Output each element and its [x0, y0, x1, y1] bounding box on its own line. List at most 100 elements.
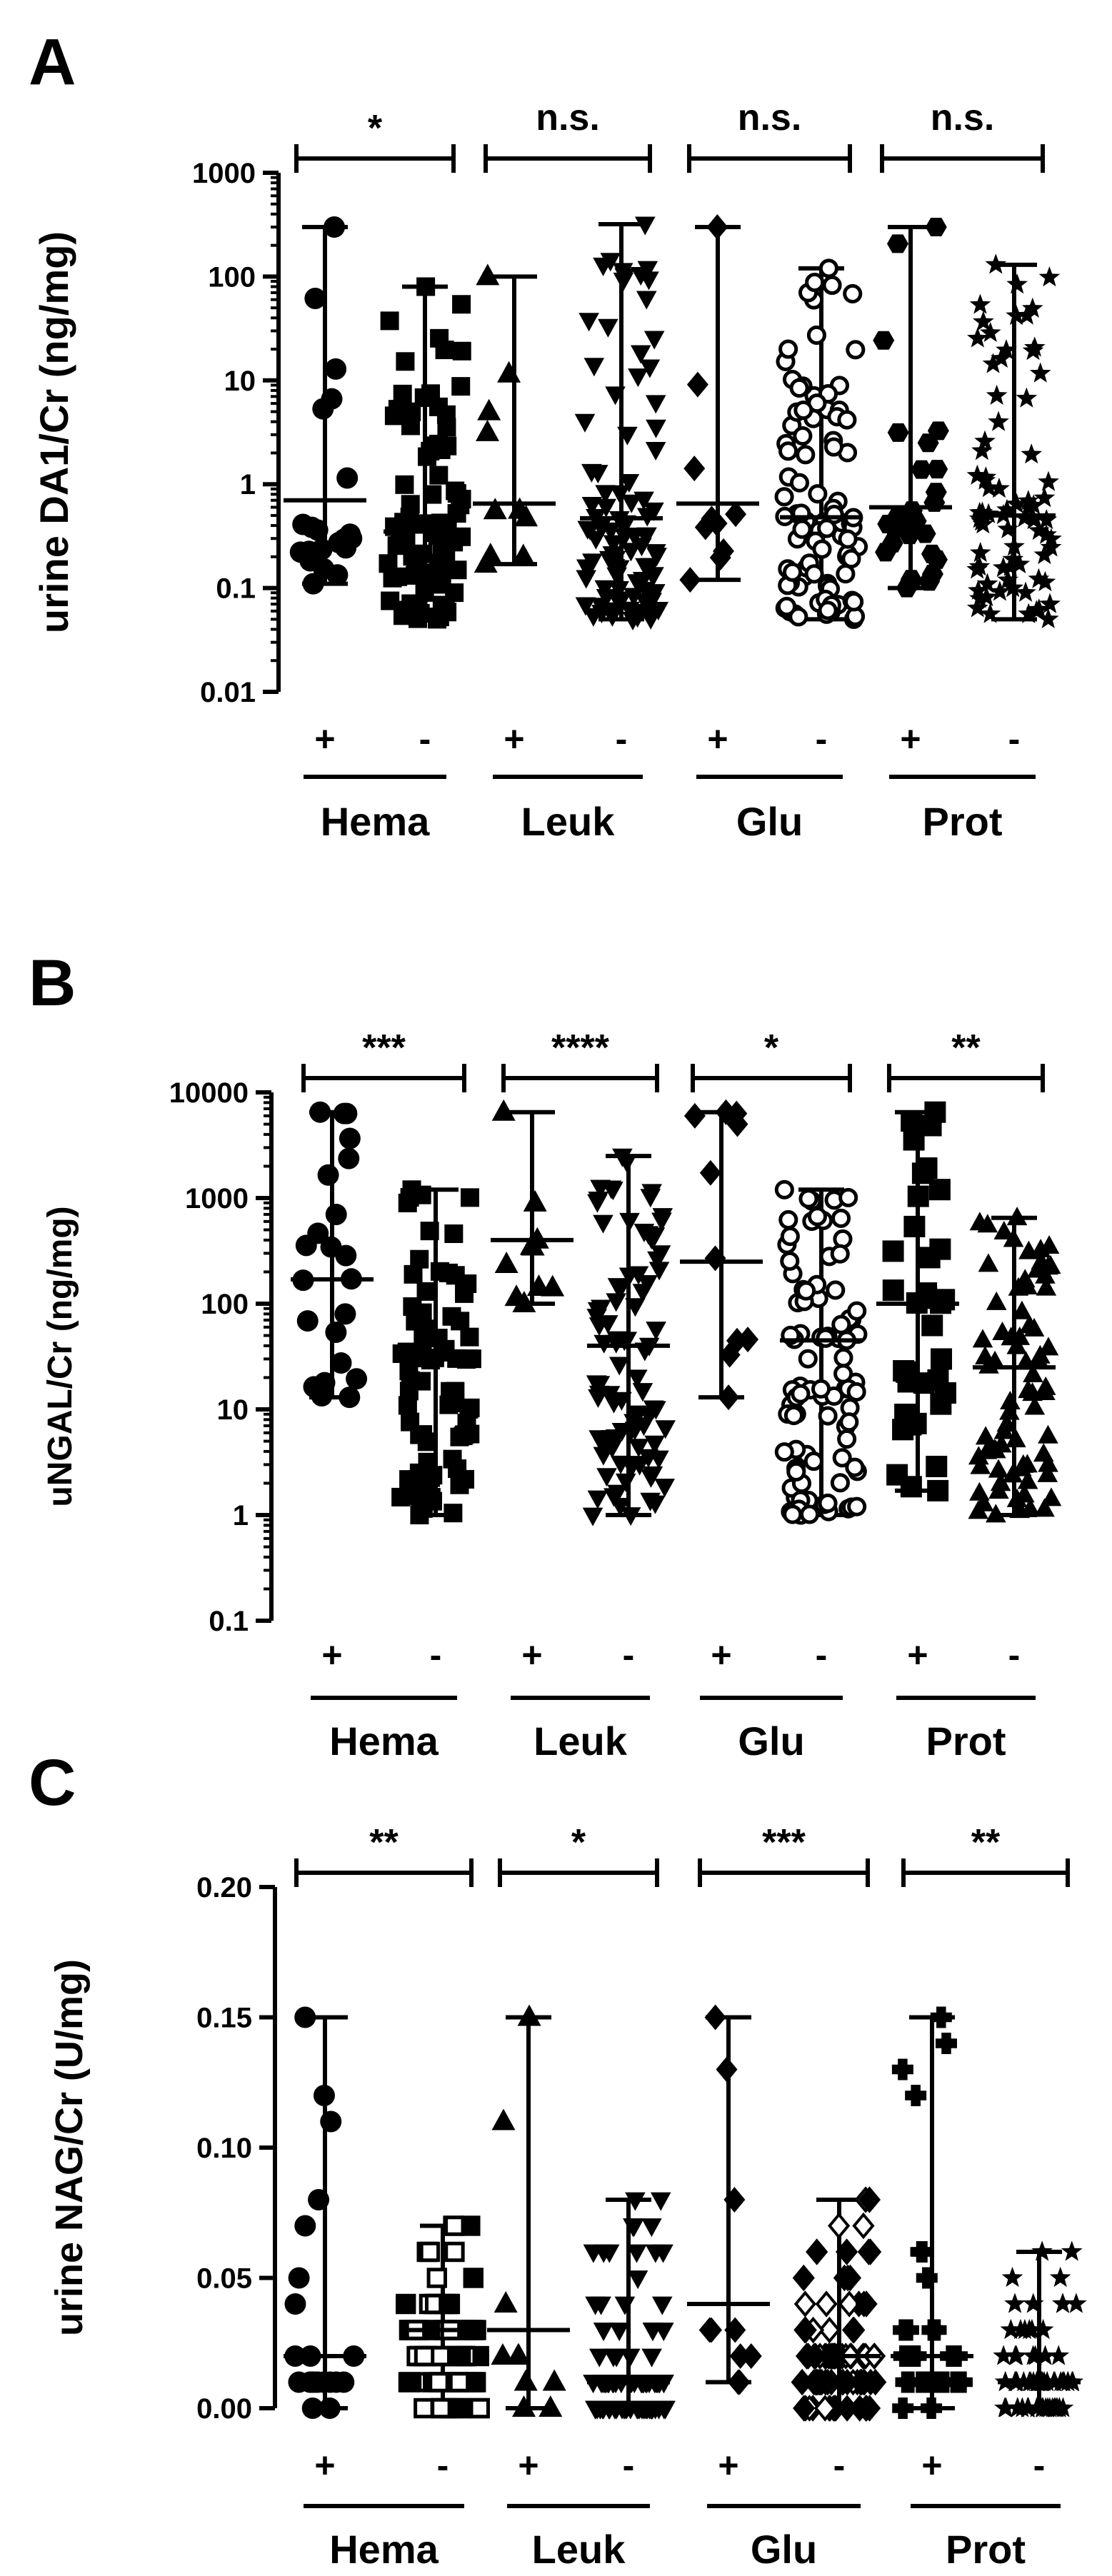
data-point — [836, 2238, 858, 2265]
data-point — [994, 2397, 1016, 2417]
series-prot-negative — [968, 1207, 1062, 1523]
data-point — [607, 591, 628, 610]
data-point — [727, 2369, 749, 2395]
data-point — [450, 1475, 469, 1494]
y-axis-label: uNGAL/Cr (ng/mg) — [41, 1206, 79, 1506]
series-hema-negative — [391, 1180, 481, 1524]
data-point — [609, 485, 631, 504]
data-point — [973, 311, 994, 331]
data-point — [926, 460, 948, 479]
group-sign-label: + — [718, 2445, 738, 2485]
y-tick-label: 10 — [224, 366, 256, 397]
data-point — [992, 1322, 1013, 1341]
group-sign-label: + — [711, 1635, 731, 1675]
data-point — [469, 2398, 490, 2419]
data-point — [683, 1102, 706, 1129]
data-point — [780, 1227, 800, 1247]
data-point — [897, 1371, 919, 1393]
data-point — [430, 2345, 451, 2367]
data-point — [852, 2368, 876, 2396]
y-axis-label: urine DA1/Cr (ng/mg) — [31, 231, 76, 633]
data-point — [774, 1442, 794, 1462]
data-point — [608, 580, 629, 600]
data-point — [828, 2212, 851, 2240]
data-point — [539, 2395, 563, 2417]
data-point — [439, 2293, 459, 2315]
data-point — [609, 511, 630, 530]
data-point — [655, 2400, 676, 2420]
panel-letter-a: A — [29, 26, 76, 99]
data-point — [400, 1188, 419, 1207]
data-point — [426, 2268, 447, 2288]
data-point — [308, 2189, 330, 2210]
data-point — [793, 401, 813, 421]
data-point — [1004, 2293, 1026, 2313]
data-point — [991, 347, 1012, 368]
data-point — [578, 313, 599, 332]
data-point — [789, 473, 810, 493]
data-point — [966, 597, 988, 618]
data-point — [799, 1504, 820, 1524]
data-point — [654, 1479, 675, 1498]
data-point — [325, 358, 347, 380]
data-point — [589, 1376, 611, 1395]
data-point — [596, 1468, 617, 1487]
data-point — [1001, 2266, 1023, 2288]
data-point — [517, 2004, 541, 2026]
data-point — [974, 430, 996, 451]
data-point — [832, 1448, 852, 1468]
data-point — [740, 2343, 762, 2369]
data-point — [412, 1372, 431, 1391]
data-point — [1027, 1259, 1048, 1278]
data-point — [617, 426, 638, 446]
data-point — [409, 1463, 429, 1482]
panel-letter-c: C — [29, 1746, 76, 1819]
data-point — [446, 481, 465, 500]
data-point — [598, 318, 618, 338]
y-tick-label: 0.00 — [196, 2393, 252, 2425]
data-point — [1017, 1470, 1038, 1489]
significance-label: * — [571, 1822, 586, 1863]
data-point — [491, 2108, 516, 2130]
data-point — [855, 2290, 878, 2318]
data-point — [494, 1252, 519, 1274]
data-point — [978, 503, 999, 523]
data-point — [901, 1110, 923, 1132]
series-glu-positive — [676, 214, 759, 593]
data-point — [444, 2241, 465, 2263]
data-point — [607, 1484, 628, 1504]
data-point — [1039, 593, 1061, 613]
data-point — [1046, 2397, 1068, 2417]
data-point — [826, 1280, 846, 1300]
data-point — [321, 388, 343, 410]
series-prot-positive — [876, 1101, 959, 1501]
data-point — [916, 2267, 938, 2289]
data-point — [704, 1245, 726, 1272]
series-hema-negative — [379, 277, 471, 629]
group-sign-label: + — [921, 2445, 942, 2485]
data-point — [523, 1189, 547, 1212]
data-point — [618, 473, 640, 493]
data-point — [929, 1238, 951, 1260]
data-point — [804, 564, 824, 584]
data-point — [1023, 1364, 1043, 1383]
data-point — [686, 371, 708, 398]
data-point — [793, 2290, 816, 2318]
group-sign-label: + — [321, 1635, 342, 1675]
data-point — [320, 1236, 342, 1258]
data-point — [1002, 1464, 1023, 1483]
data-point — [1014, 1484, 1035, 1503]
data-point — [428, 526, 447, 545]
data-point — [491, 1099, 516, 1121]
data-point — [818, 600, 838, 620]
data-point — [579, 521, 601, 540]
data-point — [494, 2291, 518, 2313]
data-point — [582, 1507, 603, 1526]
data-point — [415, 583, 434, 602]
group-sign-label: - — [816, 1635, 828, 1675]
data-point — [858, 2186, 881, 2213]
data-point — [999, 555, 1021, 576]
data-point — [918, 572, 941, 591]
data-point — [435, 341, 454, 360]
data-point — [886, 234, 908, 253]
